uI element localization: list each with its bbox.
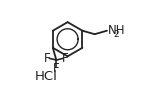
Text: F: F (62, 52, 68, 65)
Text: HCl: HCl (35, 70, 58, 83)
Text: NH: NH (107, 24, 125, 37)
Text: F: F (44, 52, 51, 65)
Text: F: F (53, 62, 60, 75)
Text: 2: 2 (114, 30, 119, 39)
